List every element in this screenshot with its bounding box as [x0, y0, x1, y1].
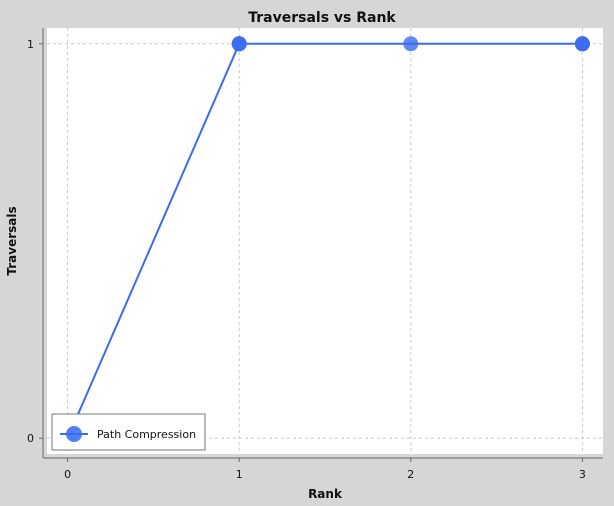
ticks: 0 1 2 3 0 1 [27, 38, 586, 481]
legend-entry-path-compression: Path Compression [97, 428, 196, 441]
data-point [403, 36, 419, 52]
x-tick-label: 0 [64, 468, 71, 481]
data-point [574, 36, 590, 52]
series-line [66, 42, 583, 439]
y-tick-label: 1 [27, 38, 34, 51]
x-tick-label: 3 [579, 468, 586, 481]
series-layer [60, 36, 590, 446]
y-axis-label: Traversals [5, 206, 19, 275]
legend: Path Compression [51, 413, 206, 451]
x-axis-label: Rank [308, 487, 343, 501]
legend-point-marker [66, 426, 82, 442]
x-tick-label: 2 [407, 468, 414, 481]
x-tick-label: 1 [236, 468, 243, 481]
y-tick-label: 0 [27, 432, 34, 445]
chart-title: Traversals vs Rank [248, 10, 396, 26]
plot-area [47, 28, 603, 454]
data-point [231, 36, 247, 52]
